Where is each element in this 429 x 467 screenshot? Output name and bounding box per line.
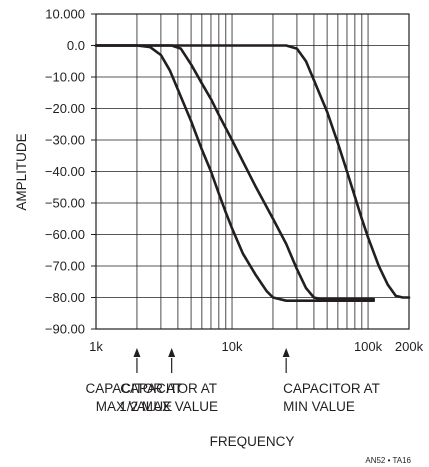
y-tick-label: −80.00 <box>45 290 85 305</box>
annotations: CAPACITOR AT MAX VALUE CAPACITOR AT 1/2 MAX… <box>86 348 380 414</box>
y-tick-label: −60.00 <box>45 227 85 242</box>
y-tick-label: −50.00 <box>45 196 85 211</box>
y-tick-label: −70.00 <box>45 259 85 274</box>
annotation-label-2-line-2: 1/2 MAX VALUE <box>119 399 218 414</box>
series-line-1 <box>94 44 375 302</box>
annotation-arrowhead-1 <box>133 348 141 357</box>
x-tick-label: 10k <box>222 339 243 354</box>
y-tick-label: −20.00 <box>45 101 85 116</box>
x-tick-label: 100k <box>354 339 383 354</box>
series-line-2 <box>94 44 375 301</box>
annotation-label-3-line-1: CAPACITOR AT <box>283 381 380 396</box>
x-axis-title: FREQUENCY <box>210 434 295 449</box>
y-tick-label: −90.00 <box>45 322 85 337</box>
y-tick-label: −30.00 <box>45 133 85 148</box>
series-layer <box>94 44 411 302</box>
x-tick-label: 1k <box>89 339 103 354</box>
y-tick-label: −10.00 <box>45 70 85 85</box>
y-tick-label: 10.000 <box>45 7 85 22</box>
x-tick-label: 200k <box>395 339 424 354</box>
figure-footnote: AN52 • TA16 <box>365 456 411 465</box>
annotation-arrowhead-2 <box>168 348 176 357</box>
annotation-label-3-line-2: MIN VALUE <box>283 399 355 414</box>
annotation-label-1-line-2: MAX VALUE <box>96 399 172 414</box>
annotation-label-2-line-1: CAPACITOR AT <box>120 381 217 396</box>
grid <box>95 13 410 330</box>
x-tick-labels: 1k 10k 100k 200k <box>89 339 423 354</box>
annotation-arrowhead-3 <box>282 348 290 357</box>
series-line-3 <box>94 44 411 299</box>
annotation-label-1-line-1: CAPACITOR AT <box>86 381 183 396</box>
y-tick-labels: 10.000 0.0 −10.00 −20.00 −30.00 −40.00 −50.00 −… <box>45 7 85 337</box>
y-axis-title: AMPLITUDE <box>14 133 29 210</box>
y-tick-label: 0.0 <box>67 38 85 53</box>
y-tick-label: −40.00 <box>45 164 85 179</box>
plot-frame <box>91 13 410 330</box>
